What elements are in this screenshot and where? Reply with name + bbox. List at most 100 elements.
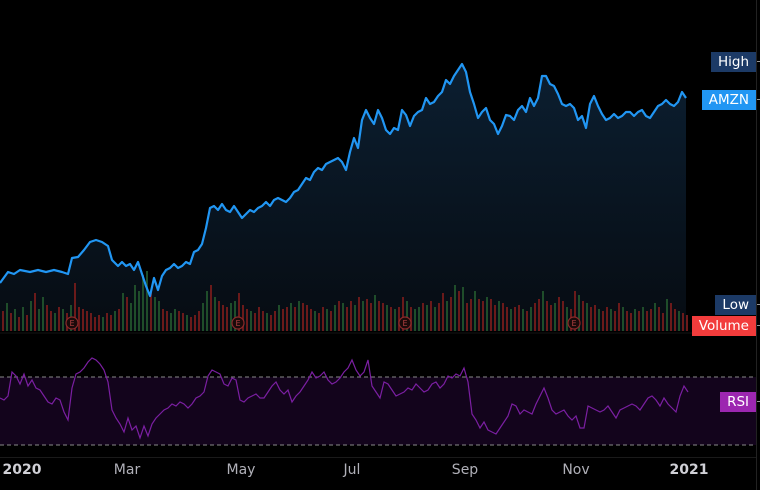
time-axis-label: Jul (343, 462, 361, 478)
volume-bar (598, 309, 600, 331)
volume-bar (378, 301, 380, 331)
volume-bar (494, 305, 496, 331)
volume-bar (234, 301, 236, 331)
svg-text:E: E (69, 319, 74, 328)
volume-bar (118, 309, 120, 331)
volume-bar (554, 303, 556, 331)
volume-bar (250, 311, 252, 331)
volume-bar (518, 305, 520, 331)
volume-bar (482, 301, 484, 331)
volume-bar (210, 285, 212, 331)
volume-bar (258, 307, 260, 331)
volume-bar (242, 305, 244, 331)
earnings-marker-icon[interactable]: E (65, 316, 79, 330)
volume-bar (542, 291, 544, 331)
volume-bar (646, 311, 648, 331)
volume-bar (466, 303, 468, 331)
volume-bar (86, 311, 88, 331)
volume-bar (94, 317, 96, 331)
earnings-marker-icon[interactable]: E (398, 316, 412, 330)
volume-bar (170, 313, 172, 331)
volume-bar (486, 297, 488, 331)
volume-bar (342, 303, 344, 331)
volume-bar (322, 307, 324, 331)
volume-bar (522, 309, 524, 331)
volume-bar (214, 297, 216, 331)
volume-bar (46, 305, 48, 331)
price-line (0, 62, 687, 298)
volume-bar (426, 305, 428, 331)
volume-bar (146, 271, 148, 331)
volume-bar (318, 313, 320, 331)
volume-bar (630, 313, 632, 331)
high-tag: High (710, 52, 760, 72)
volume-bar (418, 307, 420, 331)
volume-bar (602, 311, 604, 331)
volume-bar (550, 305, 552, 331)
volume-bar (282, 309, 284, 331)
rsi-tag: RSI (720, 392, 760, 412)
time-axis-label: May (226, 462, 256, 478)
volume-bar (622, 307, 624, 331)
volume-bar (362, 301, 364, 331)
volume-bar (666, 299, 668, 331)
volume-bar (594, 305, 596, 331)
volume-bar (546, 301, 548, 331)
earnings-marker-icon[interactable]: E (567, 316, 581, 330)
volume-bar (226, 307, 228, 331)
volume-bar (18, 317, 20, 331)
volume-bar (662, 313, 664, 331)
volume-bar (650, 309, 652, 331)
volume-bar (126, 297, 128, 331)
volume-bar (382, 303, 384, 331)
volume-bar (586, 303, 588, 331)
volume-bar (174, 309, 176, 331)
volume-bar (6, 303, 8, 331)
volume-bar (654, 303, 656, 331)
volume-bar (122, 293, 124, 331)
volume-bar (450, 297, 452, 331)
svg-text:E: E (571, 319, 576, 328)
volume-bar (506, 307, 508, 331)
volume-bar (98, 315, 100, 331)
volume-bar (154, 297, 156, 331)
volume-bar (270, 315, 272, 331)
volume-bar (626, 311, 628, 331)
volume-bar (206, 291, 208, 331)
volume-bar (246, 309, 248, 331)
volume-bar (266, 313, 268, 331)
volume-bar (186, 315, 188, 331)
volume-bar (74, 283, 76, 331)
volume-bar (582, 301, 584, 331)
volume-bar (162, 309, 164, 331)
volume-bar (290, 303, 292, 331)
volume-bar (674, 309, 676, 331)
volume-bar (562, 301, 564, 331)
volume-bar (326, 309, 328, 331)
volume-bar (670, 303, 672, 331)
volume-bar (510, 309, 512, 331)
low-tag: Low (715, 295, 760, 315)
volume-bar (78, 307, 80, 331)
volume-bar (406, 301, 408, 331)
volume-bar (178, 311, 180, 331)
svg-text:E: E (402, 319, 407, 328)
volume-bar (410, 307, 412, 331)
volume-bar (514, 307, 516, 331)
volume-bar (566, 307, 568, 331)
volume-bar (182, 313, 184, 331)
volume-bar (618, 303, 620, 331)
earnings-marker-icon[interactable]: E (231, 316, 245, 330)
volume-bar (478, 299, 480, 331)
rsi-band-fill (0, 377, 756, 445)
volume-bar (14, 309, 16, 331)
volume-bar (202, 303, 204, 331)
volume-bar (678, 311, 680, 331)
volume-bar (462, 287, 464, 331)
volume-bar (190, 317, 192, 331)
volume-bar (438, 303, 440, 331)
volume-bar (538, 299, 540, 331)
volume-bar (330, 311, 332, 331)
volume-bar (686, 315, 688, 331)
